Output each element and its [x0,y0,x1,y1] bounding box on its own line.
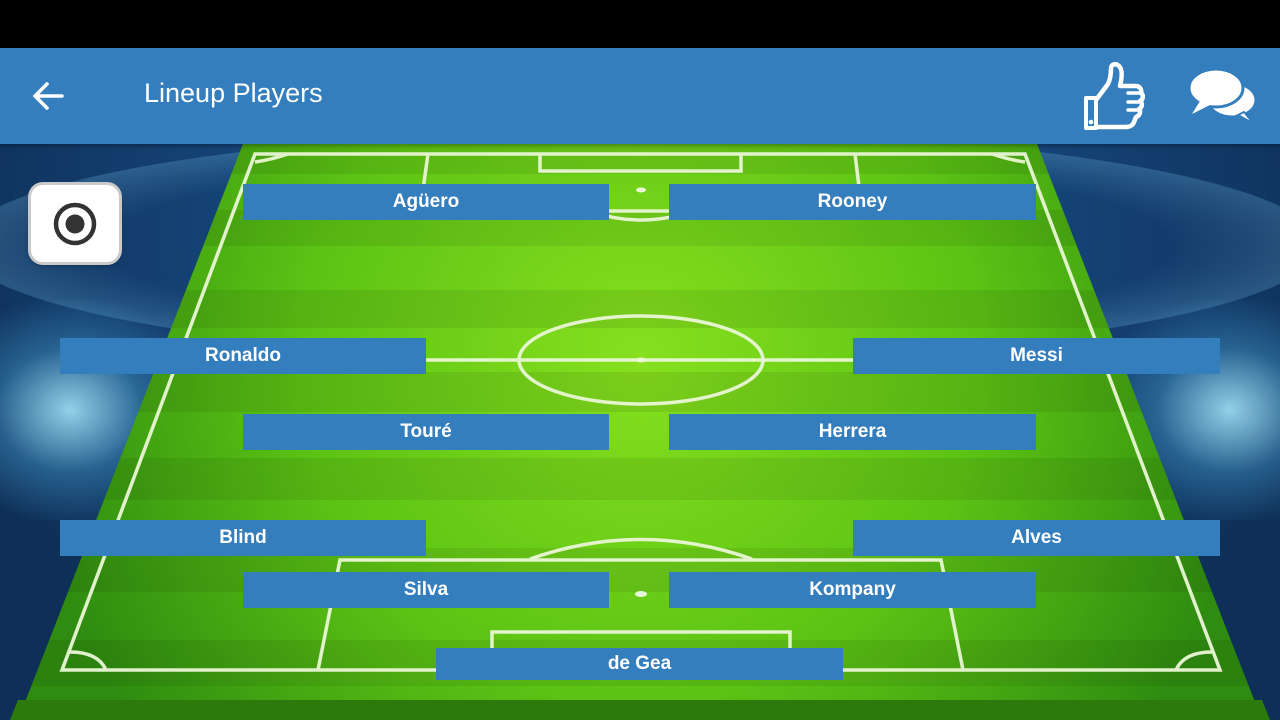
player-tag-centerback-left[interactable]: Silva [243,572,609,608]
player-tag-wing-right[interactable]: Messi [853,338,1220,374]
page-title: Lineup Players [144,78,323,108]
football-pitch [10,144,1270,720]
player-tag-goalkeeper[interactable]: de Gea [436,648,843,680]
like-button[interactable] [1078,62,1148,132]
player-tag-midfield-left[interactable]: Touré [243,414,609,450]
player-tag-midfield-right[interactable]: Herrera [669,414,1036,450]
status-bar [0,0,1280,48]
back-button[interactable] [22,70,74,122]
app-bar: Lineup Players [0,48,1280,144]
camera-button[interactable] [31,185,119,262]
player-tag-centerback-right[interactable]: Kompany [669,572,1036,608]
camera-shutter-icon [53,202,97,245]
chat-button[interactable] [1186,66,1262,130]
player-tag-wing-left[interactable]: Ronaldo [60,338,426,374]
player-tag-forward-left[interactable]: Agüero [243,184,609,220]
thumbs-up-icon [1084,62,1146,130]
chat-bubbles-icon [1187,67,1258,125]
arrow-left-icon [33,82,64,110]
player-tag-forward-right[interactable]: Rooney [669,184,1036,220]
player-tag-fullback-right[interactable]: Alves [853,520,1220,556]
player-tag-fullback-left[interactable]: Blind [60,520,426,556]
